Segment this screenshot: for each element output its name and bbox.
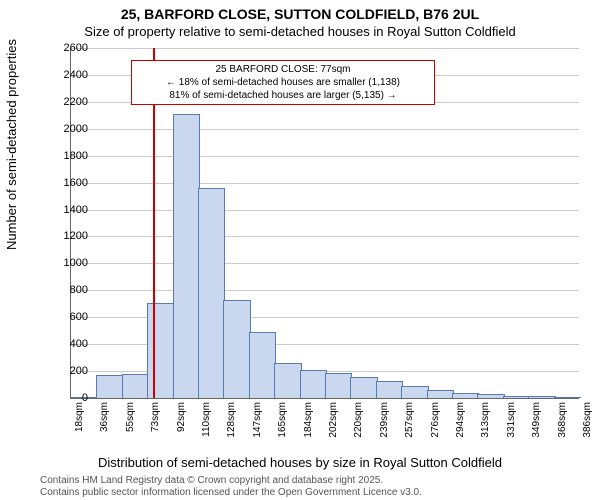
gridline [71, 129, 579, 130]
histogram-bar [122, 374, 149, 398]
annotation-line: 81% of semi-detached houses are larger (… [138, 89, 428, 102]
y-axis-label: Number of semi-detached properties [4, 39, 19, 250]
histogram-bar [554, 397, 581, 398]
x-tick-label: 386sqm [582, 402, 593, 452]
gridline [71, 48, 579, 49]
gridline [71, 290, 579, 291]
x-tick-label: 184sqm [303, 402, 314, 452]
y-tick-label: 1800 [48, 150, 88, 162]
y-tick-label: 200 [48, 365, 88, 377]
annotation-box: 25 BARFORD CLOSE: 77sqm← 18% of semi-det… [131, 60, 435, 105]
y-tick-label: 1600 [48, 177, 88, 189]
x-tick-label: 36sqm [99, 402, 110, 452]
x-tick-label: 18sqm [74, 402, 85, 452]
y-tick-label: 2600 [48, 42, 88, 54]
x-tick-label: 147sqm [252, 402, 263, 452]
histogram-bar [274, 363, 301, 398]
histogram-bar [198, 188, 225, 398]
x-tick-label: 257sqm [404, 402, 415, 452]
histogram-bar [477, 394, 504, 398]
y-tick-label: 400 [48, 338, 88, 350]
x-tick-label: 73sqm [150, 402, 161, 452]
x-tick-label: 294sqm [455, 402, 466, 452]
x-tick-label: 313sqm [480, 402, 491, 452]
histogram-bar [147, 303, 174, 398]
gridline [71, 156, 579, 157]
annotation-line: ← 18% of semi-detached houses are smalle… [138, 76, 428, 89]
histogram-bar [300, 370, 327, 398]
y-tick-label: 1000 [48, 257, 88, 269]
histogram-bar [376, 381, 403, 398]
y-tick-label: 800 [48, 284, 88, 296]
y-tick-label: 2200 [48, 96, 88, 108]
y-tick-label: 1200 [48, 230, 88, 242]
x-tick-label: 331sqm [506, 402, 517, 452]
histogram-bar [401, 386, 428, 398]
histogram-bar [350, 377, 377, 398]
x-tick-label: 92sqm [176, 402, 187, 452]
footer-copyright-2: Contains public sector information licen… [40, 487, 422, 498]
x-axis-label: Distribution of semi-detached houses by … [0, 455, 600, 470]
histogram-bar [528, 396, 555, 398]
gridline [71, 210, 579, 211]
chart-title-line2: Size of property relative to semi-detach… [0, 24, 600, 39]
plot-area: 25 BARFORD CLOSE: 77sqm← 18% of semi-det… [70, 48, 579, 399]
gridline [71, 236, 579, 237]
histogram-bar [325, 373, 352, 398]
x-tick-label: 110sqm [201, 402, 212, 452]
histogram-bar [427, 390, 454, 398]
y-tick-label: 600 [48, 311, 88, 323]
histogram-bar [96, 375, 123, 398]
x-tick-label: 220sqm [353, 402, 364, 452]
footer-copyright-1: Contains HM Land Registry data © Crown c… [40, 475, 383, 486]
x-tick-label: 55sqm [125, 402, 136, 452]
x-tick-label: 349sqm [531, 402, 542, 452]
histogram-bar [503, 396, 530, 398]
x-tick-label: 276sqm [430, 402, 441, 452]
histogram-bar [173, 114, 200, 398]
x-tick-label: 202sqm [328, 402, 339, 452]
gridline [71, 263, 579, 264]
annotation-line: 25 BARFORD CLOSE: 77sqm [138, 63, 428, 76]
y-tick-label: 2000 [48, 123, 88, 135]
histogram-bar [452, 393, 479, 398]
histogram-bar [223, 300, 250, 398]
x-tick-label: 165sqm [277, 402, 288, 452]
y-tick-label: 1400 [48, 204, 88, 216]
x-tick-label: 368sqm [557, 402, 568, 452]
y-tick-label: 2400 [48, 69, 88, 81]
gridline [71, 183, 579, 184]
chart-title-line1: 25, BARFORD CLOSE, SUTTON COLDFIELD, B76… [0, 6, 600, 22]
histogram-bar [249, 332, 276, 398]
x-tick-label: 128sqm [226, 402, 237, 452]
x-tick-label: 239sqm [379, 402, 390, 452]
